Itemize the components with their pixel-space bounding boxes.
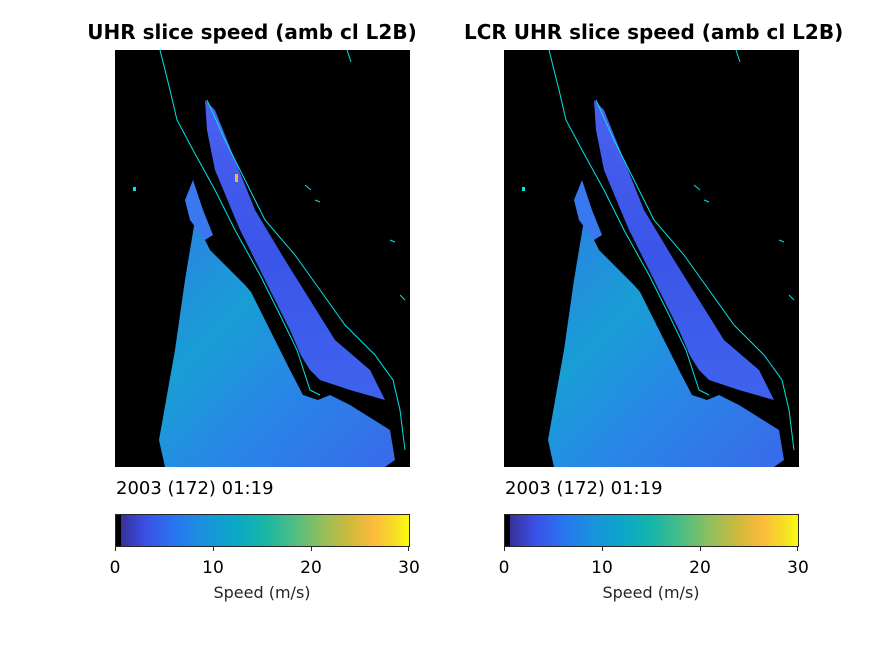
colorbar-gradient — [505, 515, 798, 546]
colorbar-tick-label: 30 — [787, 558, 809, 578]
colorbar-tick-label: 20 — [300, 558, 322, 578]
speed-map-left-svg — [115, 50, 410, 467]
gulf-swath — [594, 100, 774, 400]
colorbar-label: Speed (m/s) — [213, 583, 311, 602]
colorbar-ticks — [115, 546, 410, 554]
baja-peninsula — [203, 165, 313, 395]
speed-map-right-svg — [504, 50, 799, 467]
panel-right: LCR UHR slice speed (amb cl L2B) — [464, 0, 843, 663]
colorbar-fill — [505, 515, 798, 546]
colorbar-tick — [602, 546, 603, 551]
speed-map-left — [115, 50, 410, 467]
colorbar-tick — [115, 546, 116, 551]
date-label: 2003 (172) 01:19 — [505, 478, 663, 499]
coastline — [595, 99, 795, 451]
colorbar-tick — [797, 546, 798, 551]
colorbar-tick — [504, 546, 505, 551]
panel-title: LCR UHR slice speed (amb cl L2B) — [464, 20, 844, 44]
colorbar-nodata-cell — [505, 515, 510, 546]
coastline — [548, 50, 710, 396]
baja-tip-swath — [185, 180, 213, 240]
colorbar-tick-label: 10 — [202, 558, 224, 578]
colorbar-gradient — [116, 515, 409, 546]
colorbar-tick-label: 20 — [689, 558, 711, 578]
speed-map-right — [504, 50, 799, 467]
coastline — [304, 50, 406, 301]
colorbar-tick — [700, 546, 701, 551]
colorbar-label: Speed (m/s) — [602, 583, 700, 602]
colorbar-tick — [408, 546, 409, 551]
panel-title: UHR slice speed (amb cl L2B) — [87, 20, 417, 44]
coastline — [159, 50, 321, 396]
colorbar-tick-label: 0 — [498, 558, 510, 578]
coastline — [206, 99, 406, 451]
colorbar-nodata-cell — [116, 515, 121, 546]
baja-tip-swath — [574, 180, 602, 240]
colorbar-tick-label: 0 — [109, 558, 121, 578]
date-label: 2003 (172) 01:19 — [116, 478, 274, 499]
colorbar-tick-label: 10 — [591, 558, 613, 578]
colorbar — [115, 514, 410, 547]
colorbar-tick — [213, 546, 214, 551]
colorbar-ticks — [504, 546, 799, 554]
colorbar-fill — [116, 515, 409, 546]
colorbar — [504, 514, 799, 547]
coastline — [693, 50, 795, 301]
colorbar-tick-label: 30 — [398, 558, 420, 578]
gulf-swath — [205, 100, 385, 400]
colorbar-tick — [311, 546, 312, 551]
panel-left: UHR slice speed (amb cl L2B) — [82, 0, 442, 663]
baja-peninsula — [592, 165, 702, 395]
